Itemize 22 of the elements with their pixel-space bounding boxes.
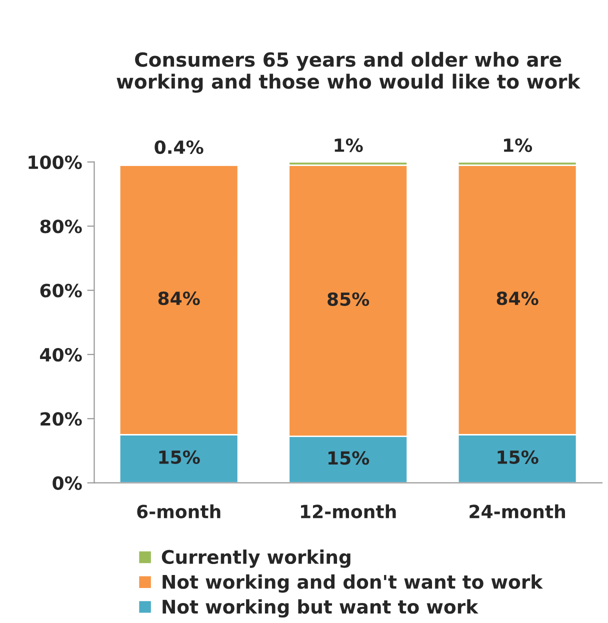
x-tick-label: 6-month xyxy=(137,504,220,518)
data-label: 84% xyxy=(496,292,538,306)
y-tick-label: 60% xyxy=(40,284,82,298)
x-tick-label: 24-month xyxy=(470,504,565,518)
data-label: 85% xyxy=(328,292,370,306)
y-tick-label: 40% xyxy=(40,348,82,362)
legend-label: Currently working xyxy=(162,550,350,568)
data-label: 15% xyxy=(498,450,538,464)
data-label: 1% xyxy=(504,138,532,152)
y-tick-label: 0% xyxy=(52,476,82,490)
y-tick-label: 20% xyxy=(40,412,82,426)
legend-label: Not working and don't want to work xyxy=(162,574,543,593)
y-tick-label: 100% xyxy=(28,155,82,170)
x-tick-label: 12-month xyxy=(301,504,396,518)
data-label: 84% xyxy=(158,292,200,306)
y-tick-label: 80% xyxy=(40,220,82,234)
legend-label: Not working but want to work xyxy=(162,599,478,618)
data-label: 0.4% xyxy=(154,140,204,154)
chart-title: Consumers 65 years and older who are working and those who would like to work xyxy=(116,52,581,93)
data-label: 1% xyxy=(334,138,363,152)
data-label: 15% xyxy=(159,450,200,464)
data-label: 15% xyxy=(328,451,370,465)
